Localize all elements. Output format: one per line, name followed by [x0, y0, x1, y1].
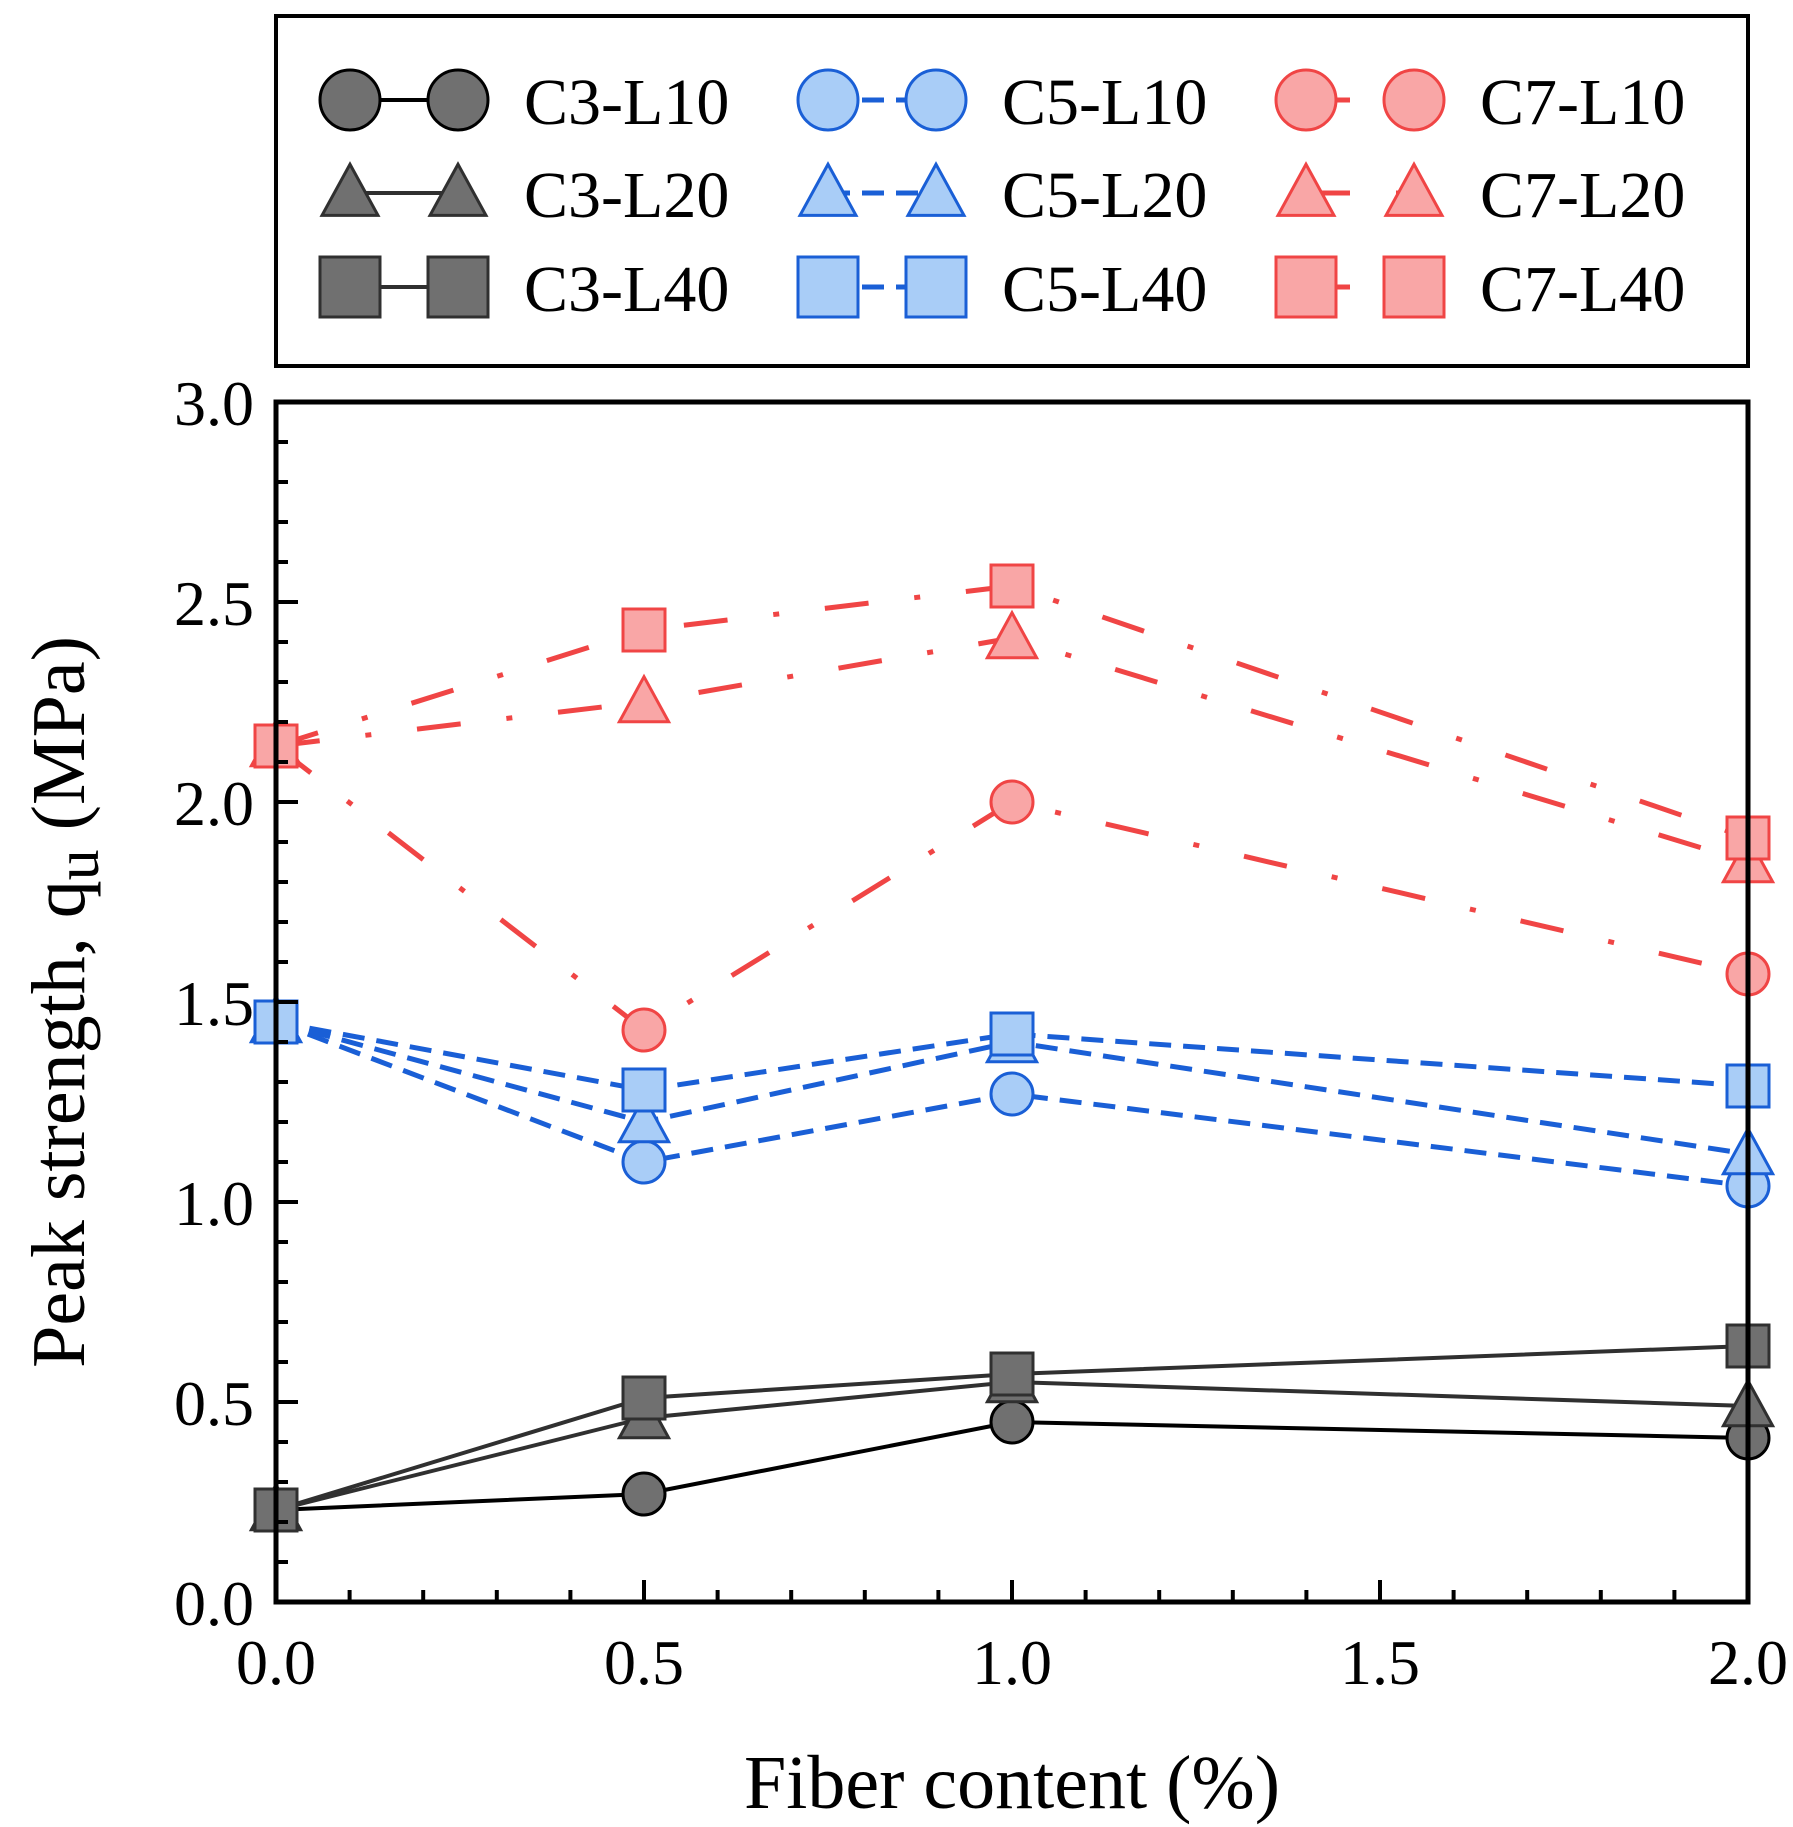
data-point-c7-l10: [621, 1007, 667, 1053]
y-axis-title-unit: (MPa): [17, 636, 101, 849]
legend-marker: [318, 255, 382, 319]
legend-marker: [1274, 68, 1338, 132]
tick-labels: 0.0 0.5 1.0 1.5 2.0 2.5 3.0 0.0 0.5 1.0 1.5 2.0: [174, 368, 1788, 1698]
data-point-c5-l10: [989, 1071, 1035, 1117]
legend-marker: [1274, 255, 1338, 319]
legend-item-c3-l10: C3-L10: [318, 66, 729, 139]
legend-label: C5-L10: [1002, 66, 1207, 139]
legend-item-c5-l20: C5-L20: [797, 159, 1207, 232]
legend-marker: [1383, 161, 1445, 217]
legend-marker: [318, 68, 382, 132]
series-line-c7-l40: [275, 583, 1749, 841]
y-tick-label: 1.5: [174, 968, 254, 1039]
legend-marker: [796, 68, 860, 132]
data-point-c3-l40: [621, 1375, 667, 1421]
y-tick-label: 0.5: [174, 1368, 254, 1439]
legend-marker: [426, 68, 490, 132]
legend-marker: [1382, 255, 1446, 319]
series-line-c5-l40: [275, 1019, 1749, 1093]
data-point-c7-l20: [616, 673, 672, 724]
legend-marker: [904, 68, 968, 132]
x-axis-title: Fiber content (%): [744, 1741, 1280, 1825]
legend-item-c3-l40: C3-L40: [318, 253, 729, 326]
legend-marker: [427, 161, 489, 217]
legend-marker: [426, 255, 490, 319]
legend-label: C7-L20: [1480, 159, 1685, 232]
legend-item-c7-l40: C7-L40: [1274, 253, 1685, 326]
legend-item-c5-l40: C5-L40: [796, 253, 1207, 326]
legend-box: [274, 14, 1750, 368]
legend-marker: [904, 255, 968, 319]
data-point-c7-l40: [989, 563, 1035, 609]
data-point-c3-l10: [989, 1399, 1035, 1445]
legend-label: C7-L40: [1480, 253, 1685, 326]
y-axis-title: Peak strength, qu (MPa): [17, 636, 112, 1368]
series-line-c7-l20: [275, 635, 1749, 865]
legend-item-c5-l10: C5-L10: [796, 66, 1207, 139]
legend-item-c3-l20: C3-L20: [319, 159, 729, 232]
data-point-c5-l10: [621, 1139, 667, 1185]
y-axis-title-subscript: u: [44, 849, 112, 880]
x-tick-label: 1.0: [972, 1627, 1052, 1698]
svg-text:Peak strength, qu (MPa): Peak strength, qu (MPa): [17, 636, 112, 1368]
series-line-c3-l40: [275, 1344, 1749, 1512]
legend-marker: [796, 255, 860, 319]
legend-marker: [1382, 68, 1446, 132]
x-tick-label: 0.0: [236, 1627, 316, 1698]
data-point-c5-l40: [621, 1067, 667, 1113]
legend-label: C3-L10: [524, 66, 729, 139]
legend-label: C5-L40: [1002, 253, 1207, 326]
legend: C3-L10 C5-L10 C7-L10 C3-L20 C5-L20 C7-L20 C3-L…: [274, 14, 1750, 368]
series-line-c5-l10: [275, 1019, 1749, 1189]
legend-marker: [319, 161, 381, 217]
x-tick-label: 0.5: [604, 1627, 684, 1698]
y-tick-label: 0.0: [174, 1568, 254, 1639]
legend-item-c7-l20: C7-L20: [1275, 159, 1685, 232]
data-point-c3-l10: [621, 1471, 667, 1517]
legend-label: C7-L10: [1480, 66, 1685, 139]
series-line-c3-l10: [275, 1419, 1749, 1512]
legend-label: C3-L20: [524, 159, 729, 232]
series-line-c7-l10: [274, 744, 1749, 1034]
legend-marker: [797, 161, 859, 217]
y-tick-label: 1.0: [174, 1168, 254, 1239]
series-line-c5-l20: [275, 1019, 1749, 1157]
data-point-c5-l20: [616, 1093, 672, 1144]
y-axis-title-main: Peak strength, q: [17, 880, 101, 1368]
data-point-c7-l10: [989, 779, 1035, 825]
legend-marker: [1275, 161, 1337, 217]
legend-marker: [905, 161, 967, 217]
data-point-c3-l40: [989, 1351, 1035, 1397]
legend-label: C3-L40: [524, 253, 729, 326]
data-point-c7-l20: [984, 609, 1040, 660]
x-tick-label: 2.0: [1708, 1627, 1788, 1698]
ticks: [274, 400, 1750, 1604]
series-lines: [274, 583, 1749, 1512]
x-tick-label: 1.5: [1340, 1627, 1420, 1698]
legend-item-c7-l10: C7-L10: [1274, 66, 1685, 139]
legend-label: C5-L20: [1002, 159, 1207, 232]
y-tick-label: 2.0: [174, 768, 254, 839]
data-point-c7-l40: [621, 607, 667, 653]
y-tick-label: 2.5: [174, 568, 254, 639]
data-point-c5-l40: [989, 1011, 1035, 1057]
y-tick-label: 3.0: [174, 368, 254, 439]
series-line-c3-l20: [275, 1379, 1749, 1512]
